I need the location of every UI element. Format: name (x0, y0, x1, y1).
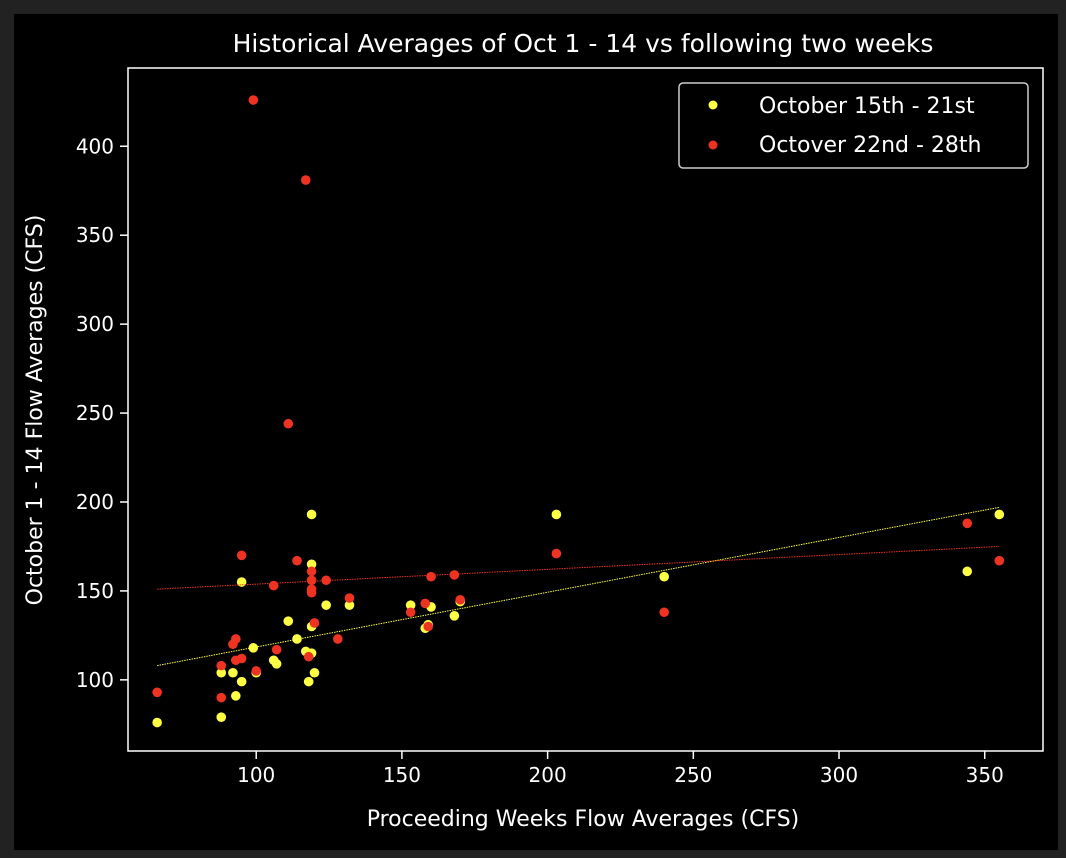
data-point (551, 509, 562, 520)
data-point (236, 550, 247, 561)
y-tick-label: 300 (76, 312, 114, 336)
data-point (152, 687, 162, 698)
data-point (306, 509, 317, 520)
data-point (962, 566, 973, 577)
y-tick-label: 150 (76, 579, 114, 603)
x-tick-label: 150 (383, 763, 421, 787)
data-point (405, 600, 416, 610)
legend-marker-octover-22nd-28th (708, 140, 718, 150)
data-point (231, 691, 241, 701)
data-point (306, 559, 317, 570)
data-point (283, 616, 294, 626)
plot-area (152, 95, 1005, 728)
data-point (455, 595, 465, 605)
data-point (306, 587, 317, 598)
trend-line (157, 506, 1000, 667)
data-point (152, 717, 162, 728)
legend: October 15th - 21st Octover 22nd - 28th (678, 82, 1029, 169)
series-octover-22nd-28th (152, 95, 1005, 703)
data-point (321, 575, 331, 586)
data-point (300, 175, 311, 185)
trend-line (157, 545, 1000, 590)
data-point (216, 712, 227, 723)
data-point (344, 593, 355, 603)
data-point (994, 509, 1005, 520)
series-october-15th-21st (152, 506, 1005, 728)
data-point (283, 418, 294, 429)
data-point (309, 618, 320, 628)
data-point (420, 598, 431, 609)
data-point (426, 571, 436, 582)
x-tick-label: 300 (820, 763, 858, 787)
legend-box (678, 82, 1029, 169)
chart-figure: Historical Averages of Oct 1 - 14 vs fol… (14, 14, 1058, 850)
data-point (309, 667, 320, 678)
data-point (551, 548, 562, 559)
data-point (236, 577, 247, 587)
data-point (994, 555, 1005, 566)
data-point (216, 660, 227, 671)
plot-frame (127, 67, 1044, 752)
y-axis: 100 150 200 250 300 350 400 (76, 134, 128, 692)
data-point (248, 95, 259, 105)
scatter-chart: Historical Averages of Oct 1 - 14 vs fol… (23, 29, 1044, 832)
legend-label-octover-22nd-28th: Octover 22nd - 28th (759, 133, 981, 158)
data-point (306, 566, 317, 577)
data-point (216, 692, 227, 703)
data-point (423, 621, 433, 632)
y-tick-label: 400 (76, 134, 114, 158)
data-point (344, 600, 355, 610)
data-point (271, 644, 282, 655)
data-point (306, 575, 317, 586)
x-axis: 100 150 200 250 300 350 (237, 751, 1004, 787)
data-point (659, 607, 669, 618)
data-point (236, 676, 247, 687)
data-point (405, 607, 416, 618)
chart-title: Historical Averages of Oct 1 - 14 vs fol… (233, 29, 934, 58)
data-point (659, 571, 669, 582)
data-point (303, 676, 314, 687)
x-tick-label: 250 (674, 763, 712, 787)
y-tick-label: 200 (76, 490, 114, 514)
x-tick-label: 100 (237, 763, 275, 787)
data-point (216, 667, 227, 678)
data-point (321, 600, 331, 610)
data-point (962, 518, 973, 529)
data-point (292, 555, 302, 566)
y-axis-label: October 1 - 14 Flow Averages (CFS) (23, 215, 48, 606)
data-point (292, 634, 302, 644)
data-point (231, 634, 241, 644)
data-point (236, 653, 247, 664)
y-tick-label: 350 (76, 223, 114, 247)
y-tick-label: 250 (76, 401, 114, 425)
x-tick-label: 350 (966, 763, 1004, 787)
x-tick-label: 200 (529, 763, 567, 787)
x-axis-label: Proceeding Weeks Flow Averages (CFS) (367, 807, 800, 832)
y-tick-label: 100 (76, 668, 114, 692)
data-point (449, 611, 460, 621)
data-point (333, 634, 343, 644)
data-point (268, 580, 279, 591)
data-point (271, 659, 282, 669)
data-point (228, 667, 238, 678)
data-point (303, 651, 314, 662)
data-point (251, 666, 262, 676)
legend-marker-october-15th-21st (708, 100, 718, 110)
legend-label-october-15th-21st: October 15th - 21st (759, 94, 975, 119)
data-point (449, 570, 460, 580)
